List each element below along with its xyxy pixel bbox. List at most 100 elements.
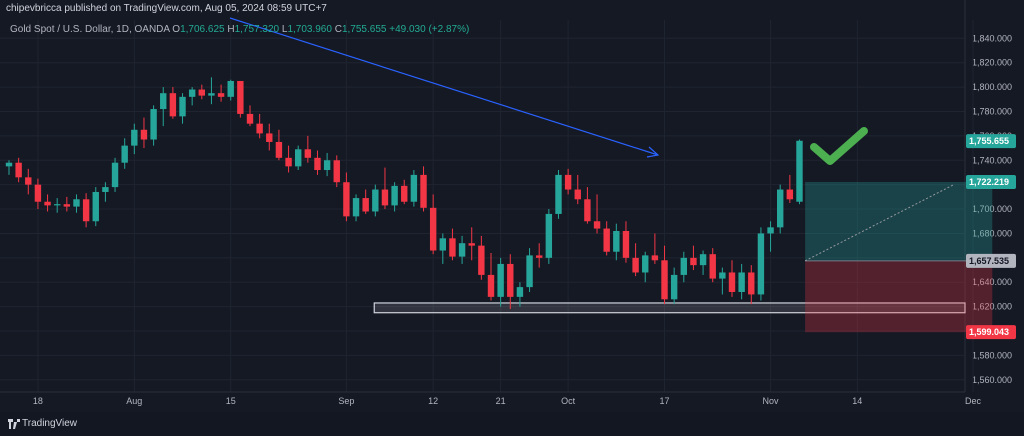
x-tick-label: 18	[33, 396, 43, 406]
candle-body	[198, 89, 205, 96]
candle-body	[699, 254, 707, 266]
candle-body	[516, 287, 524, 297]
candle-body	[564, 174, 572, 190]
svg-text:1,722.219: 1,722.219	[969, 177, 1009, 187]
candle-body	[111, 162, 119, 188]
price-chart[interactable]: 1,560.0001,580.0001,600.0001,620.0001,64…	[0, 0, 1024, 412]
candle-body	[536, 255, 543, 258]
candle-body	[777, 189, 784, 228]
candle-body	[15, 162, 22, 178]
candle-body	[555, 174, 562, 214]
candle-body	[690, 257, 697, 266]
candle-body	[179, 96, 186, 117]
open-label: O	[172, 24, 181, 35]
candle-body	[188, 89, 196, 97]
candle-body	[468, 243, 475, 246]
candle-body	[314, 157, 321, 171]
candle-body	[208, 93, 215, 96]
candle-body	[333, 160, 340, 183]
candle-body	[140, 129, 148, 140]
change-value: +49.030 (+2.87%)	[389, 24, 470, 35]
candle-body	[661, 260, 668, 300]
candle-body	[227, 80, 234, 97]
candle-body	[401, 185, 408, 202]
svg-text:1,755.655: 1,755.655	[969, 136, 1009, 146]
support-zone	[373, 302, 966, 314]
candle-body	[642, 255, 649, 273]
price-tag: 1,599.043	[966, 325, 1016, 340]
candle-body	[73, 199, 80, 207]
price-tag: 1,657.535	[966, 253, 1016, 268]
x-tick-label: Nov	[763, 396, 780, 406]
x-tick-label: Aug	[126, 396, 142, 406]
candle-body	[5, 162, 13, 167]
candle-body	[439, 238, 446, 251]
trend-arrow	[229, 17, 659, 156]
candle-body	[786, 189, 794, 200]
candle-body	[709, 254, 716, 279]
candle-body	[275, 141, 283, 158]
candle-body	[680, 257, 687, 275]
price-tag: 1,722.219	[966, 174, 1016, 189]
candle-body	[295, 149, 302, 167]
candle-body	[266, 133, 273, 142]
chart-background	[0, 0, 1024, 412]
y-tick-label: 1,840.000	[972, 33, 1012, 43]
candle-body	[478, 245, 485, 275]
close-label: C	[334, 24, 342, 35]
x-tick-label: Sep	[338, 396, 354, 406]
symbol-legend: Gold Spot / U.S. Dollar, 1D, OANDA O1,70…	[10, 24, 469, 35]
x-tick-label: Oct	[561, 396, 576, 406]
low-label: L	[281, 24, 288, 35]
candle-body	[757, 233, 765, 295]
candle-body	[82, 199, 90, 222]
tradingview-logo-icon	[8, 419, 20, 429]
candle-body	[748, 272, 755, 295]
candle-body	[160, 93, 167, 110]
candle-body	[670, 274, 678, 300]
candle-body	[796, 140, 803, 202]
candle-body	[632, 257, 639, 273]
candle-body	[719, 272, 726, 279]
candle-body	[246, 113, 254, 124]
candle-body	[34, 184, 42, 202]
candle-body	[420, 174, 427, 208]
candle-body	[584, 199, 591, 222]
candle-body	[593, 221, 601, 229]
y-tick-label: 1,560.000	[972, 375, 1012, 385]
candle-body	[63, 204, 71, 207]
candle-body	[458, 243, 466, 257]
candle-body	[651, 255, 659, 261]
candle-body	[526, 255, 533, 288]
y-tick-label: 1,780.000	[972, 106, 1012, 116]
close-value: 1,755.655	[341, 24, 387, 35]
candle-body	[410, 174, 418, 202]
y-tick-label: 1,640.000	[972, 277, 1012, 287]
candle-body	[44, 201, 51, 206]
candle-body	[381, 189, 389, 206]
y-tick-label: 1,620.000	[972, 302, 1012, 312]
candle-body	[352, 198, 360, 217]
high-value: 1,757.320	[234, 24, 280, 35]
y-tick-label: 1,740.000	[972, 155, 1012, 165]
candle-body	[121, 145, 128, 163]
trend-arrow-head	[646, 146, 660, 158]
y-tick-label: 1,580.000	[972, 350, 1012, 360]
checkmark-icon	[810, 127, 868, 165]
target-zone	[805, 181, 993, 261]
candle-body	[54, 204, 61, 206]
candle-body	[256, 123, 263, 134]
svg-text:1,657.535: 1,657.535	[969, 256, 1009, 266]
candle-body	[237, 80, 244, 114]
y-tick-label: 1,820.000	[972, 58, 1012, 68]
y-tick-label: 1,700.000	[972, 204, 1012, 214]
candle-body	[150, 109, 157, 140]
candle-body	[285, 157, 292, 167]
candle-body	[343, 182, 350, 217]
candle-body	[217, 93, 225, 97]
candle-body	[372, 189, 379, 212]
candle-body	[391, 185, 398, 206]
candle-body	[622, 231, 630, 258]
brand-label[interactable]: TradingView	[22, 418, 78, 429]
candle-body	[449, 238, 456, 257]
